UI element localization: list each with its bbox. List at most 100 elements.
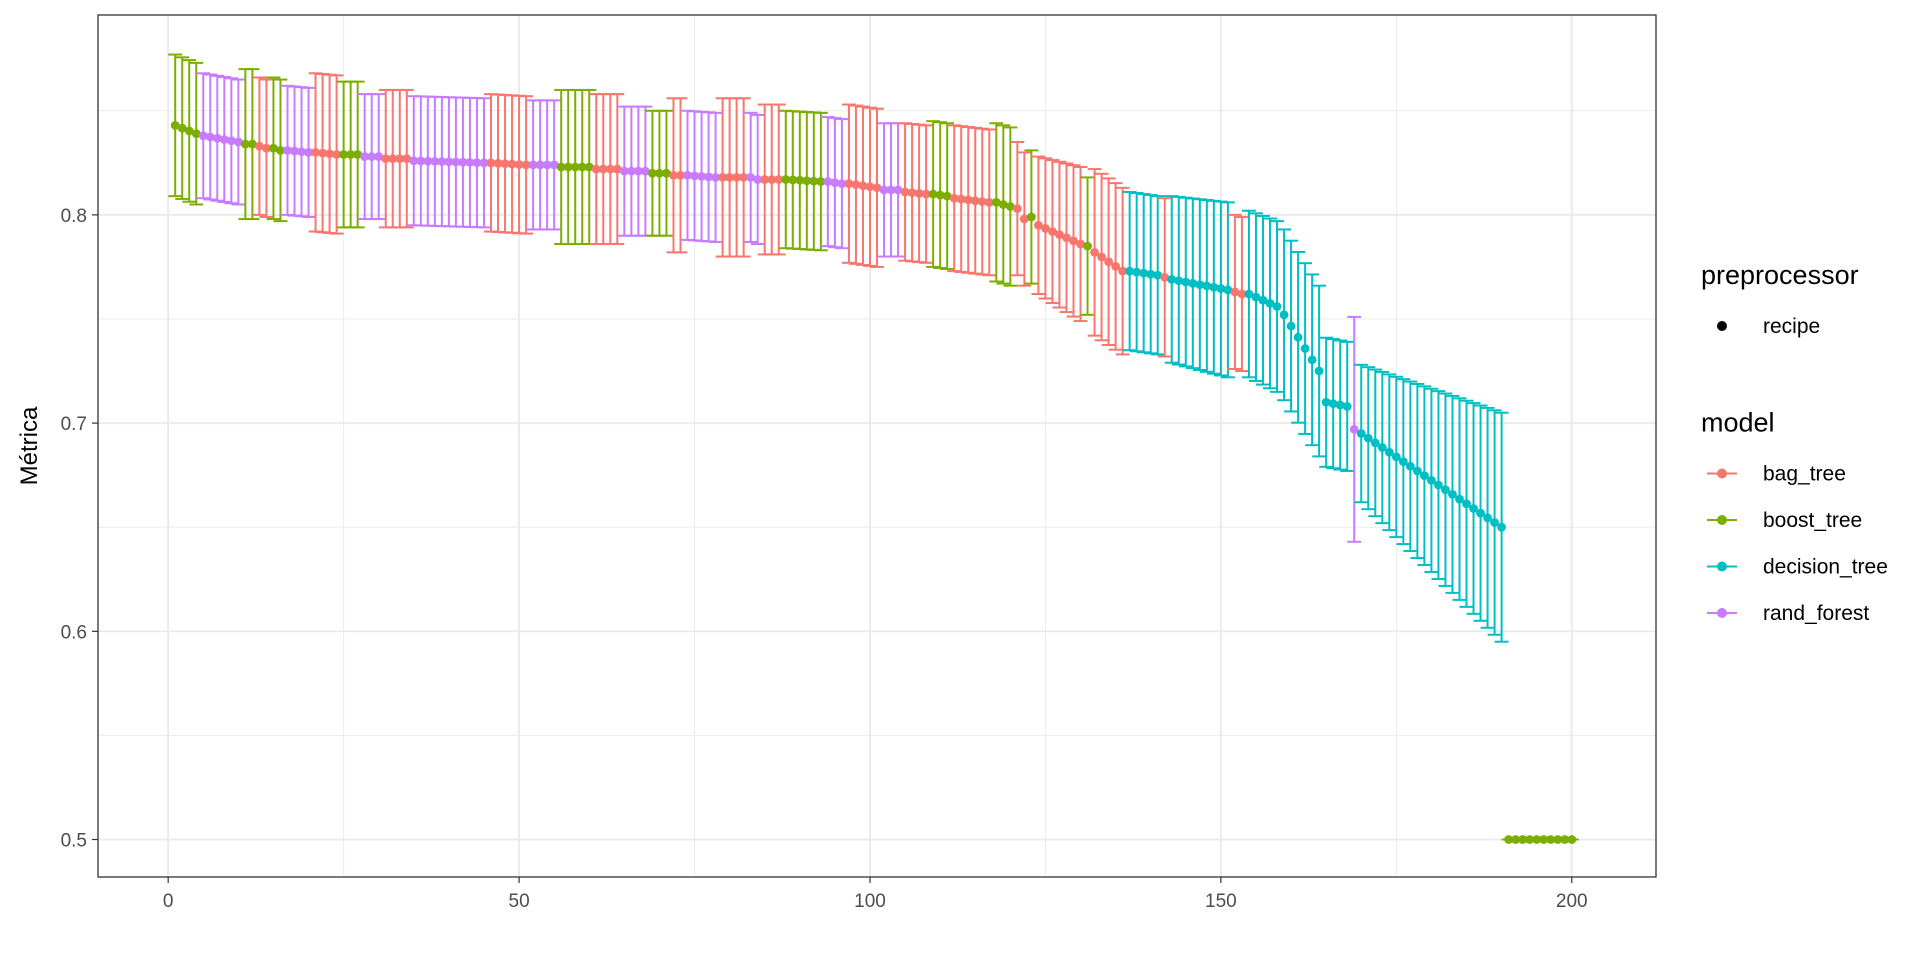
data-point <box>507 159 517 169</box>
data-point <box>1258 295 1268 305</box>
data-point <box>795 175 805 185</box>
data-point <box>1048 227 1057 236</box>
data-point <box>1420 471 1429 481</box>
legend-key-point <box>1717 608 1727 618</box>
data-point <box>1398 457 1408 467</box>
data-point <box>1069 236 1078 246</box>
data-point <box>556 162 566 172</box>
data-point <box>1448 490 1457 499</box>
data-point <box>1377 443 1387 452</box>
data-point <box>970 196 980 206</box>
data-point <box>1525 835 1535 844</box>
axis-ticks <box>92 214 1573 883</box>
data-point <box>1272 302 1282 311</box>
data-point <box>1104 257 1113 267</box>
data-point <box>514 160 524 169</box>
data-point <box>1511 835 1521 844</box>
data-point <box>1174 276 1184 286</box>
data-point <box>1553 835 1563 844</box>
data-point <box>1356 429 1366 438</box>
data-point <box>1111 262 1121 271</box>
data-point <box>1181 277 1191 287</box>
data-point <box>977 197 987 206</box>
x-tick-label: 100 <box>854 891 886 912</box>
data-point <box>942 191 952 201</box>
data-point <box>1202 281 1212 291</box>
data-point <box>1546 835 1556 844</box>
data-point <box>1483 513 1492 523</box>
data-point <box>332 150 342 159</box>
data-point <box>325 149 334 159</box>
data-point <box>598 164 608 174</box>
data-point <box>388 154 398 164</box>
data-point <box>1335 400 1345 410</box>
data-point <box>1441 485 1450 495</box>
data-point <box>191 129 201 139</box>
data-point <box>570 162 580 172</box>
data-point <box>1237 289 1247 299</box>
data-point <box>1146 269 1156 279</box>
data-point <box>521 160 531 170</box>
data-point <box>1026 212 1036 222</box>
data-point <box>276 145 285 155</box>
data-point <box>1223 285 1233 295</box>
data-point <box>1125 266 1135 276</box>
data-point <box>851 180 861 190</box>
data-point <box>886 185 896 195</box>
data-point <box>1370 438 1380 448</box>
data-point <box>711 173 720 182</box>
x-tick-label: 200 <box>1556 891 1588 912</box>
data-point <box>205 132 215 142</box>
data-point <box>563 162 573 172</box>
data-point <box>528 160 538 170</box>
data-point <box>402 154 412 164</box>
data-point <box>998 200 1008 209</box>
y-tick-label: 0.7 <box>61 414 87 435</box>
data-point <box>465 158 475 167</box>
data-point <box>683 170 692 180</box>
data-point <box>746 173 756 182</box>
data-point <box>781 175 791 184</box>
data-point <box>1434 480 1443 490</box>
data-point <box>1209 282 1219 292</box>
data-point <box>584 162 594 172</box>
data-point <box>949 193 959 203</box>
data-point <box>767 175 777 184</box>
data-point <box>1504 835 1514 844</box>
data-point <box>1490 518 1499 527</box>
data-point <box>311 148 320 157</box>
data-point <box>430 156 440 166</box>
legend-title: model <box>1701 408 1775 438</box>
data-point <box>879 185 889 195</box>
data-point <box>1405 461 1415 471</box>
data-point <box>1019 214 1029 224</box>
data-point <box>1518 835 1528 844</box>
data-point <box>774 175 784 184</box>
legend-label: bag_tree <box>1763 463 1846 486</box>
data-point <box>1476 508 1485 518</box>
data-point <box>339 150 349 159</box>
data-point <box>837 179 847 189</box>
data-point <box>409 156 419 166</box>
data-point <box>212 133 222 143</box>
data-point <box>956 194 966 204</box>
data-point <box>395 154 405 164</box>
data-points <box>170 120 1577 844</box>
data-point <box>444 157 454 167</box>
legend-label: rand_forest <box>1763 602 1869 625</box>
data-point <box>1279 310 1289 320</box>
data-point <box>493 158 503 168</box>
data-point <box>1167 275 1177 284</box>
data-point <box>1005 202 1015 211</box>
data-point <box>486 158 496 168</box>
data-point <box>283 145 292 155</box>
data-point <box>718 173 728 182</box>
data-point <box>423 156 433 166</box>
data-point <box>360 152 370 161</box>
data-point <box>591 164 601 174</box>
y-axis-title: Métrica <box>16 406 43 485</box>
data-point <box>346 150 356 159</box>
data-point <box>816 177 826 186</box>
x-axis-tick-labels: 0 50 100 150 200 <box>163 891 1588 912</box>
data-point <box>1188 278 1198 288</box>
